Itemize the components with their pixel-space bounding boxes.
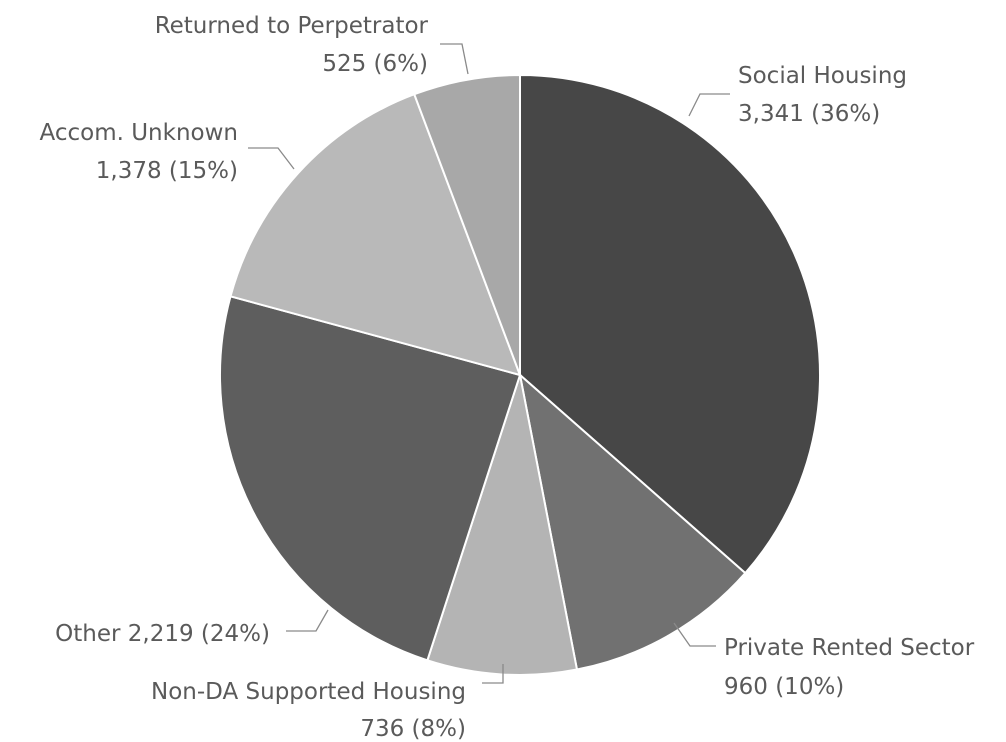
pie-slice-other (219, 295, 522, 662)
slice-value-private-rented-sector: 960 (10%) (724, 674, 844, 700)
leader-line-non-da-supported-housing (482, 664, 504, 684)
leader-line-returned-to-perpetrator (440, 43, 469, 75)
slice-label-other: Other 2,219 (24%) (55, 621, 270, 647)
slice-label-private-rented-sector: Private Rented Sector (724, 635, 975, 661)
slice-value-social-housing: 3,341 (36%) (738, 101, 880, 127)
leader-line-private-rented-sector (673, 622, 716, 647)
slice-label-accom-unknown: Accom. Unknown (40, 120, 239, 146)
slice-value-accom-unknown: 1,378 (15%) (96, 158, 238, 184)
leader-line-other (286, 609, 329, 632)
pie-slice-private-rented-sector (518, 372, 747, 671)
pie-slice-returned-to-perpetrator (412, 73, 521, 376)
pie-labels: Social Housing 3,341 (36%) Private Rented … (40, 13, 975, 742)
leader-line-accom-unknown (248, 147, 295, 170)
pie-slices (219, 73, 821, 676)
pie-slice-accom-unknown (229, 92, 522, 377)
slice-label-social-housing: Social Housing (738, 63, 907, 89)
leader-line-social-housing (688, 93, 730, 117)
pie-slice-non-da-supported-housing (426, 374, 579, 676)
slice-label-non-da-supported-housing: Non-DA Supported Housing (151, 679, 466, 705)
pie-slice-social-housing (519, 73, 821, 575)
slice-value-non-da-supported-housing: 736 (8%) (360, 716, 466, 742)
slice-label-returned-to-perpetrator: Returned to Perpetrator (155, 13, 429, 39)
slice-value-returned-to-perpetrator: 525 (6%) (322, 51, 428, 77)
